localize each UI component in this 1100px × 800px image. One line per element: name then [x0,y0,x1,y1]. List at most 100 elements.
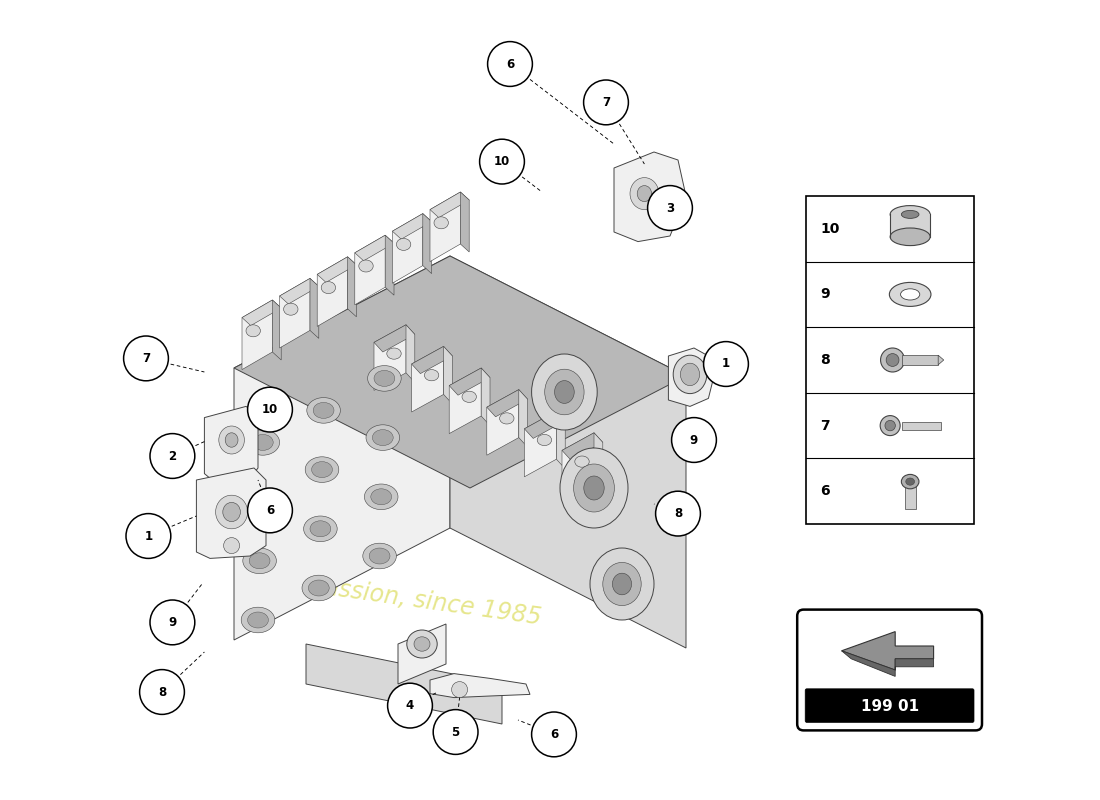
Text: 8: 8 [674,507,682,520]
Ellipse shape [371,489,392,505]
Ellipse shape [681,363,700,386]
Polygon shape [234,256,450,640]
Polygon shape [487,390,519,455]
Polygon shape [197,468,266,558]
Circle shape [150,434,195,478]
Polygon shape [525,411,557,477]
Ellipse shape [314,402,334,418]
Circle shape [531,712,576,757]
Ellipse shape [250,553,270,569]
Bar [890,214,931,237]
Text: 8: 8 [158,686,166,698]
Ellipse shape [305,457,339,482]
Circle shape [387,683,432,728]
Ellipse shape [226,433,238,447]
Polygon shape [411,346,443,412]
Ellipse shape [901,210,918,218]
Ellipse shape [887,354,899,366]
Polygon shape [842,651,934,677]
Polygon shape [562,433,603,460]
Ellipse shape [246,325,261,337]
Ellipse shape [248,612,268,628]
Text: 10: 10 [821,222,839,236]
Circle shape [248,488,293,533]
Ellipse shape [590,548,654,620]
Polygon shape [430,192,470,218]
Ellipse shape [881,348,904,372]
Polygon shape [406,325,415,382]
Ellipse shape [367,366,402,391]
Bar [902,355,938,365]
Ellipse shape [880,416,900,435]
Text: 9: 9 [821,287,830,302]
Ellipse shape [396,238,410,250]
Circle shape [656,491,701,536]
Polygon shape [614,152,686,242]
Circle shape [150,600,195,645]
Text: 9: 9 [690,434,698,446]
Text: 7: 7 [821,418,830,433]
Circle shape [140,670,185,714]
Polygon shape [374,325,415,352]
Polygon shape [279,278,310,348]
Ellipse shape [243,548,276,574]
FancyBboxPatch shape [798,610,982,730]
Text: 1: 1 [144,530,153,542]
Polygon shape [310,278,319,338]
Polygon shape [242,300,273,370]
Polygon shape [273,300,282,360]
Polygon shape [317,257,356,282]
Polygon shape [430,192,461,262]
Polygon shape [355,235,394,261]
Circle shape [126,514,170,558]
Ellipse shape [573,464,615,512]
Ellipse shape [425,370,439,381]
Text: 7: 7 [602,96,610,109]
Polygon shape [393,214,422,283]
Ellipse shape [603,562,641,606]
Circle shape [433,710,478,754]
Circle shape [223,538,240,554]
Polygon shape [562,433,594,498]
Polygon shape [422,214,431,274]
Ellipse shape [575,456,590,467]
Ellipse shape [251,494,272,510]
Text: 6: 6 [550,728,558,741]
Polygon shape [938,355,944,365]
Ellipse shape [434,217,449,229]
Circle shape [480,139,525,184]
Ellipse shape [216,495,248,529]
Text: 6: 6 [266,504,274,517]
Text: a passion, since 1985: a passion, since 1985 [286,570,542,630]
Text: 9: 9 [168,616,176,629]
Polygon shape [481,368,490,426]
Ellipse shape [554,381,574,403]
Polygon shape [398,624,446,684]
Ellipse shape [387,348,402,359]
Text: 8: 8 [821,353,830,367]
Text: 6: 6 [506,58,514,70]
Polygon shape [430,674,530,698]
Text: 7: 7 [142,352,150,365]
Bar [806,196,974,524]
Polygon shape [519,390,528,447]
Circle shape [648,186,692,230]
Polygon shape [306,644,502,724]
Text: 1: 1 [722,358,730,370]
Ellipse shape [321,282,336,294]
Polygon shape [487,390,528,417]
Polygon shape [393,214,431,239]
Text: 5: 5 [451,726,460,738]
Text: 10: 10 [262,403,278,416]
Polygon shape [385,235,394,295]
Ellipse shape [244,489,278,514]
Ellipse shape [462,391,476,402]
Polygon shape [234,256,686,488]
Ellipse shape [241,607,275,633]
Ellipse shape [374,370,395,386]
Ellipse shape [901,289,920,300]
Ellipse shape [252,434,273,450]
Ellipse shape [363,543,396,569]
Polygon shape [461,192,470,252]
Ellipse shape [302,575,336,601]
